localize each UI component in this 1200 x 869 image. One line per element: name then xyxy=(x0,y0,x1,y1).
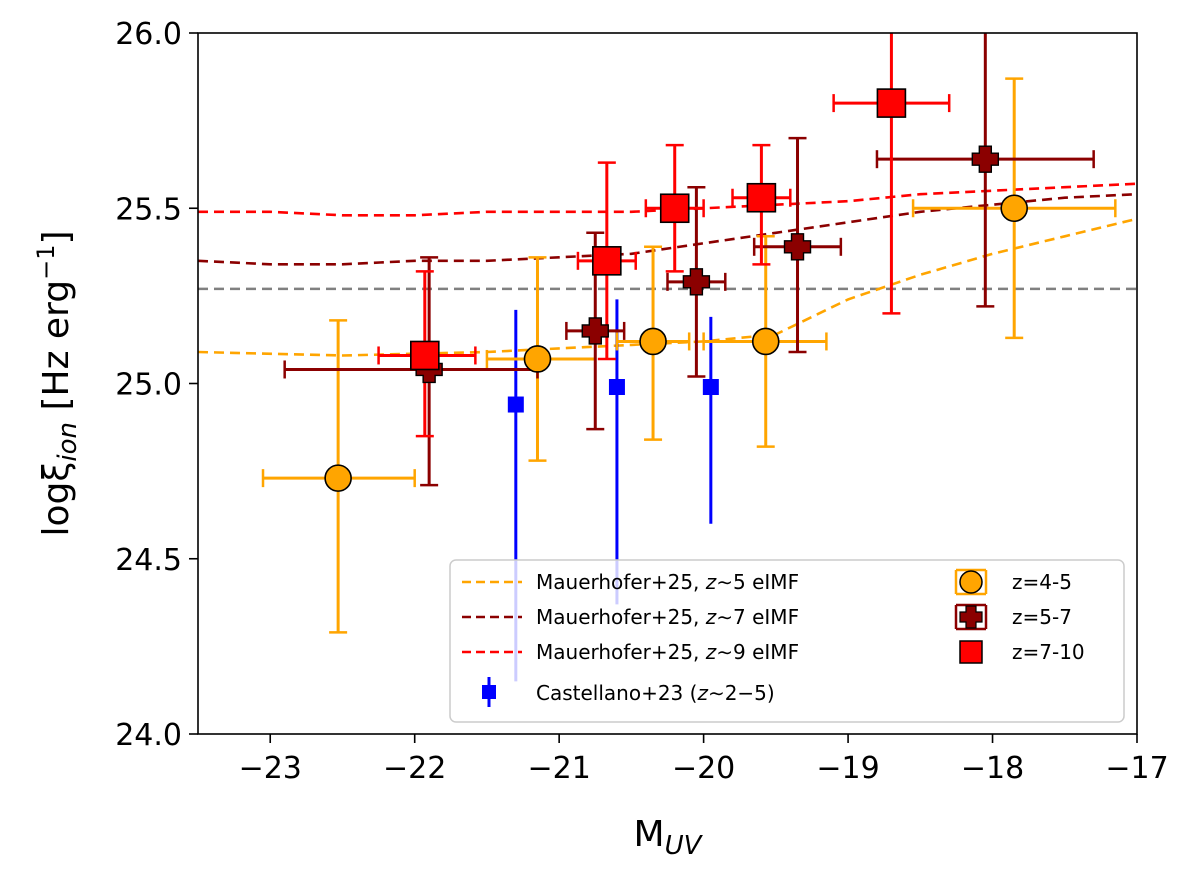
marker-z5-7 xyxy=(581,317,609,345)
y-tick-label: 25.5 xyxy=(115,192,182,227)
castellano-point xyxy=(702,316,719,524)
x-tick-label: −23 xyxy=(239,751,302,786)
y-tick-label: 24.0 xyxy=(115,718,182,753)
marker-z4-5 xyxy=(639,327,667,356)
y-tick-label: 26.0 xyxy=(115,17,182,52)
marker-z7-10 xyxy=(410,340,440,371)
legend-label-z9-model: Mauerhofer+25, z∼9 eIMF xyxy=(536,640,799,664)
marker-z5-7 xyxy=(971,145,1000,173)
marker-z4-5 xyxy=(324,464,352,492)
y-axis-title: logξion [Hz erg−1] xyxy=(32,230,83,536)
legend-swatch-z5-7 xyxy=(954,603,988,631)
x-axis-label-sub: UV xyxy=(665,831,704,861)
x-tick-label: −18 xyxy=(961,751,1024,786)
model-line-z5 xyxy=(197,217,1138,357)
y-axis-unit-sup: −1 xyxy=(32,245,60,280)
marker-z4-5 xyxy=(1000,194,1029,223)
marker-z7-10 xyxy=(746,182,777,213)
y-tick-label: 24.5 xyxy=(115,543,182,578)
marker-z5-7 xyxy=(682,268,711,296)
legend-swatch-z4-5 xyxy=(954,568,988,596)
plot-area xyxy=(197,33,1138,682)
marker-z4-5 xyxy=(523,345,552,373)
marker-z7-10 xyxy=(659,193,690,224)
ticks-layer: −23 −22 −21 −20 −19 −18 −17 24.0 24.5 25.0 25.5 26.… xyxy=(115,17,1168,786)
y-axis-unit: [Hz erg xyxy=(36,280,77,422)
castellano-marker xyxy=(507,396,524,413)
data-points-layer xyxy=(261,33,1117,682)
x-tick-label: −20 xyxy=(672,751,735,786)
legend: Mauerhofer+25, z∼5 eIMF Mauerhofer+25, z… xyxy=(449,559,1125,723)
x-tick-label: −19 xyxy=(816,751,879,786)
marker-z5-7 xyxy=(783,233,812,261)
y-axis-label: logξ xyxy=(36,462,77,537)
model-line-z7 xyxy=(197,192,1138,266)
legend-label-z4-5: z=4-5 xyxy=(1012,570,1072,594)
legend-label-z5-model: Mauerhofer+25, z∼5 eIMF xyxy=(536,570,799,594)
castellano-marker xyxy=(702,379,719,396)
legend-box xyxy=(449,559,1125,723)
y-axis-label-sub: ion xyxy=(53,422,83,462)
x-axis-label: M xyxy=(634,814,665,855)
y-tick-label: 25.0 xyxy=(115,368,182,403)
castellano-marker xyxy=(608,379,625,396)
legend-label-z7-10: z=7-10 xyxy=(1012,640,1085,664)
marker-z4-5 xyxy=(751,327,780,356)
legend-label-z7-model: Mauerhofer+25, z∼7 eIMF xyxy=(536,605,799,629)
x-tick-label: −21 xyxy=(527,751,590,786)
point-z7-10-errors xyxy=(832,33,951,315)
legend-label-castellano: Castellano+23 (z∼2−5) xyxy=(536,681,775,705)
x-tick-label: −17 xyxy=(1105,751,1168,786)
marker-z7-10 xyxy=(592,246,622,276)
point-z5-7-errors xyxy=(283,256,539,487)
legend-swatch-z7-10 xyxy=(959,640,983,664)
legend-label-z5-7: z=5-7 xyxy=(1012,605,1072,629)
y-axis-unit-close: ] xyxy=(36,230,77,244)
legend-swatch-castellano-marker xyxy=(482,685,496,699)
x-tick-label: −22 xyxy=(383,751,446,786)
x-axis-title: MUV xyxy=(634,814,704,861)
marker-z7-10 xyxy=(876,88,907,118)
